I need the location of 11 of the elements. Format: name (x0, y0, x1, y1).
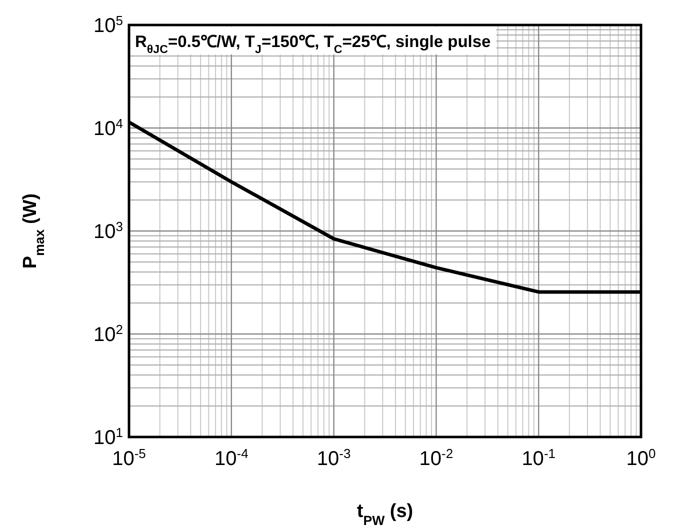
y-tick-label: 10$^{4}$ (94, 116, 123, 140)
y-tick-label: 10$^{3}$ (94, 218, 123, 243)
x-tick-label: 10$^{-4}$ (214, 446, 248, 470)
y-tick-label: 10$^{2}$ (94, 322, 123, 346)
y-tick-label: 10$^{5}$ (94, 12, 123, 37)
x-axis-title: t$_{PW}$ (s) (356, 501, 414, 528)
x-tick-label: 10$^{-2}$ (419, 446, 454, 470)
annotation: R$_{θJC}$=0.5℃/W, T$_{J}$=150℃, T$_{C}$=25℃, single pulse (135, 33, 491, 56)
x-tick-label: 10$^{-3}$ (316, 446, 351, 470)
x-tick-label: 10$^{-1}$ (522, 446, 556, 470)
x-tick-label: 10$^{0}$ (626, 446, 656, 470)
